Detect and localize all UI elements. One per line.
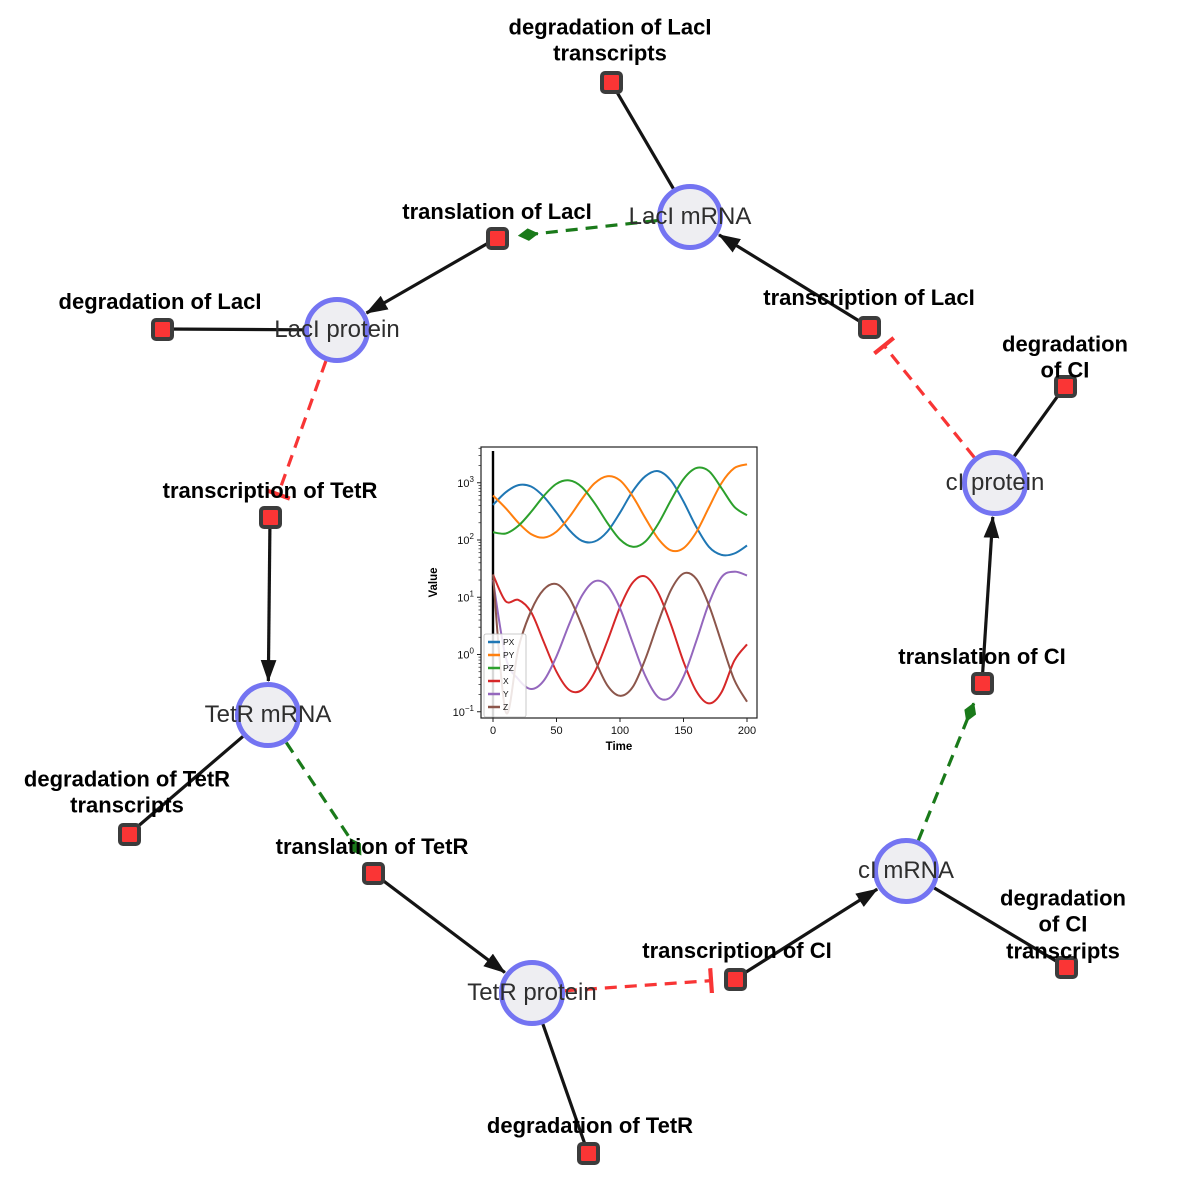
species-label-ci-protein: cI protein [945,469,1045,496]
reaction-node-deg-tetr-tx[interactable] [117,822,141,846]
legend-label-Z: Z [503,702,508,712]
reaction-label-deg-tetr-tx: degradation of TetR transcripts [23,766,231,818]
species-node-ci-protein[interactable] [962,450,1028,516]
edge-tetr-mrna-deg-tetr-tx-reactant [127,735,244,836]
reaction-label-tl-ci: translation of CI [898,643,1066,669]
edge-tx-ci-ci-mrna-product [734,887,879,981]
species-label-laci-protein: LacI protein [274,316,400,343]
plot-frame [480,446,758,719]
legend: PX PY PZ XYZ [483,633,527,718]
series-PZ [492,466,748,548]
reaction-label-tx-tetr: transcription of TetR [162,477,378,503]
reaction-node-tl-laci[interactable] [485,226,509,250]
x-tick-label: 100 [611,725,629,737]
reaction-node-tx-ci[interactable] [723,967,747,991]
series-Y [492,570,748,701]
species-node-ci-mrna[interactable] [873,838,939,904]
edge-tl-laci-laci-protein-product [365,236,498,315]
x-tick-label: 50 [550,725,562,737]
legend-label-PZ: PZ [503,663,514,673]
y-tick-label: 103 [457,475,474,490]
edge-tl-ci-ci-protein-product [980,515,1000,684]
reaction-node-deg-ci-tx[interactable] [1054,955,1078,979]
edge-tl-tetr-tetr-protein-product [372,871,506,974]
reaction-node-tx-laci[interactable] [857,315,881,339]
timecourse-chart: 0 50 100 150 200 10−1 100 101 102 103 Time Value PX P… [425,440,770,762]
species-node-tetr-protein[interactable] [499,960,565,1026]
reaction-label-tl-laci: translation of LacI [402,198,592,224]
plot-background [481,447,757,718]
species-label-laci-mrna: LacI mRNA [628,203,752,230]
legend-label-X: X [503,676,509,686]
legend-label-Y: Y [503,689,509,699]
edge-ci-mrna-deg-ci-tx-reactant [933,886,1067,969]
edge-tetr-mrna-tl-tetr-modifier [284,741,363,856]
species-node-laci-mrna[interactable] [657,184,723,250]
x-tick-label: 150 [674,725,692,737]
species-label-tetr-mrna: TetR mRNA [204,701,332,728]
edge-ci-protein-tx-laci-inhibitor [873,336,976,459]
reaction-node-deg-laci-tx[interactable] [599,70,623,94]
reaction-node-tl-tetr[interactable] [361,861,385,885]
series-PX [492,469,748,557]
species-node-tetr-mrna[interactable] [235,682,301,748]
reaction-label-deg-ci: degradation of CI [1002,331,1128,383]
reaction-label-deg-ci-tx: degradation of CI transcripts [1000,885,1126,964]
edge-tetr-protein-tx-ci-inhibitor [564,968,714,994]
edge-ci-protein-deg-ci-reactant [1013,385,1067,458]
series-PY [492,463,748,553]
edge-laci-protein-deg-laci-reactant [161,327,305,332]
reaction-node-deg-tetr[interactable] [576,1141,600,1165]
edge-laci-mrna-tl-laci-modifier [517,218,658,241]
x-tick-label: 0 [490,725,496,737]
y-tick-label: 102 [457,532,474,547]
reaction-node-deg-laci[interactable] [150,317,174,341]
edge-tx-tetr-tetr-mrna-product [260,516,277,683]
reaction-label-deg-laci-tx: degradation of LacI transcripts [508,14,712,66]
legend-label-PY: PY [503,650,515,660]
chart-svg: 0 50 100 150 20010−1100101102103TimeValuePXP… [428,446,758,753]
reaction-label-tx-laci: transcription of LacI [763,284,975,310]
edge-laci-mrna-deg-laci-tx-reactant [609,81,675,190]
edge-ci-mrna-tl-ci-modifier [916,702,977,842]
reaction-node-tx-tetr[interactable] [258,505,282,529]
x-tick-label: 200 [738,725,756,737]
y-tick-label: 10−1 [453,704,475,719]
species-label-tetr-protein: TetR protein [467,979,597,1006]
reaction-node-tl-ci[interactable] [970,671,994,695]
x-axis-label: Time [606,741,633,753]
y-tick-label: 100 [457,647,474,662]
edge-tx-laci-laci-mrna-product [718,233,870,329]
species-node-laci-protein[interactable] [304,297,370,363]
y-tick-label: 101 [457,589,474,604]
edge-tetr-protein-deg-tetr-reactant [541,1023,590,1154]
series-Z [492,571,748,715]
reaction-label-deg-tetr: degradation of TetR [486,1112,694,1138]
edge-laci-protein-tx-tetr-inhibitor [265,360,328,501]
legend-label-PX: PX [503,637,515,647]
reaction-label-deg-laci: degradation of LacI [58,288,262,314]
y-axis-label: Value [428,567,440,597]
reaction-label-tl-tetr: translation of TetR [275,833,469,859]
reaction-label-tx-ci: transcription of CI [642,937,832,963]
reaction-node-deg-ci[interactable] [1053,374,1077,398]
species-label-ci-mrna: cI mRNA [858,857,954,884]
